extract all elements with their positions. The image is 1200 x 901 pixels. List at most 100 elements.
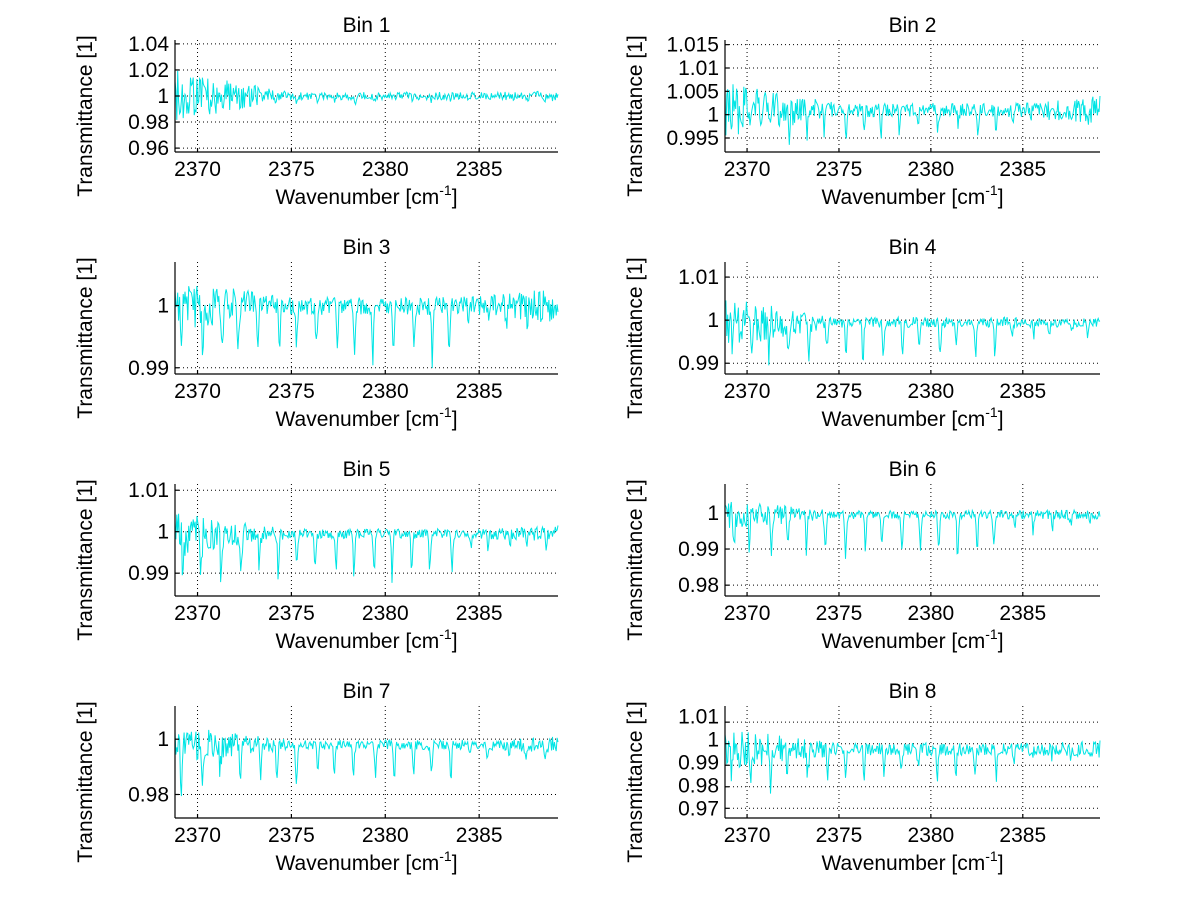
transmittance-line — [724, 300, 1101, 366]
y-tick-label: 0.98 — [678, 774, 719, 797]
y-tick-label: 0.99 — [128, 357, 169, 380]
x-tick-label: 2380 — [362, 158, 409, 181]
x-tick-label: 2370 — [724, 158, 771, 181]
y-tick-label: 1 — [707, 502, 719, 525]
y-axis-label: Transmittance [1] — [74, 257, 97, 418]
x-tick-label: 2380 — [362, 602, 409, 625]
transmittance-line — [174, 513, 559, 583]
x-axis-label: Wavenumber [cm-1] — [821, 404, 1003, 431]
subplot-title: Bin 5 — [343, 458, 391, 481]
x-axis-label: Wavenumber [cm-1] — [821, 626, 1003, 653]
subplot-title: Bin 8 — [889, 680, 937, 703]
subplot-6: Bin 6 2370 2375 2380 2385 0.98 0.99 1 Wavenumber… — [624, 458, 1101, 653]
y-axis-label: Transmittance [1] — [624, 35, 647, 196]
y-tick-label: 0.98 — [128, 783, 169, 806]
x-axis-label: Wavenumber [cm-1] — [275, 182, 457, 209]
transmittance-line — [724, 84, 1101, 145]
x-tick-label: 2370 — [174, 158, 221, 181]
y-tick-label: 0.99 — [678, 751, 719, 774]
subplot-title: Bin 6 — [889, 458, 937, 481]
y-tick-label: 1 — [707, 728, 719, 751]
y-tick-label: 1 — [157, 85, 169, 108]
subplot-title: Bin 3 — [343, 236, 391, 259]
y-tick-label: 1.01 — [678, 57, 719, 80]
x-axis-label: Wavenumber [cm-1] — [275, 404, 457, 431]
x-tick-label: 2375 — [268, 602, 315, 625]
x-tick-label: 2385 — [456, 824, 503, 847]
x-tick-label: 2380 — [908, 602, 955, 625]
subplot-title: Bin 4 — [889, 236, 937, 259]
x-tick-label: 2375 — [816, 602, 863, 625]
x-tick-label: 2375 — [268, 824, 315, 847]
y-tick-label: 1.01 — [678, 266, 719, 289]
x-tick-label: 2380 — [908, 380, 955, 403]
y-tick-label: 0.98 — [678, 574, 719, 597]
x-tick-label: 2385 — [999, 158, 1046, 181]
subplot-1: Bin 1 2370 2375 2380 2385 0.96 0.98 1 1.02 1.04 Wa… — [74, 14, 559, 209]
subplot-3: Bin 3 2370 2375 2380 2385 0.99 1 Wavenumber [cm… — [74, 236, 559, 431]
x-tick-label: 2370 — [174, 824, 221, 847]
x-tick-label: 2385 — [456, 602, 503, 625]
x-tick-label: 2370 — [724, 602, 771, 625]
y-axis-label: Transmittance [1] — [74, 701, 97, 862]
x-tick-label: 2375 — [268, 158, 315, 181]
x-tick-label: 2380 — [362, 824, 409, 847]
y-tick-label: 0.995 — [666, 127, 719, 150]
y-tick-label: 0.99 — [678, 352, 719, 375]
y-tick-label: 1.04 — [128, 33, 169, 56]
y-tick-label: 1.005 — [666, 80, 719, 103]
y-tick-label: 1.01 — [128, 479, 169, 502]
y-tick-label: 0.99 — [128, 562, 169, 585]
y-tick-label: 1 — [157, 295, 169, 318]
subplot-5: Bin 5 2370 2375 2380 2385 0.99 1 1.01 Wavenumber… — [74, 458, 559, 653]
transmittance-line — [724, 501, 1101, 559]
x-tick-label: 2385 — [999, 824, 1046, 847]
x-axis-label: Wavenumber [cm-1] — [275, 626, 457, 653]
y-tick-label: 1.01 — [678, 705, 719, 728]
y-tick-label: 1.02 — [128, 59, 169, 82]
x-axis-label: Wavenumber [cm-1] — [821, 182, 1003, 209]
y-axis-label: Transmittance [1] — [624, 257, 647, 418]
transmittance-line — [174, 286, 559, 369]
transmittance-line — [724, 731, 1101, 794]
y-tick-label: 0.98 — [128, 111, 169, 134]
x-tick-label: 2380 — [362, 380, 409, 403]
x-tick-label: 2385 — [999, 602, 1046, 625]
x-tick-label: 2375 — [268, 380, 315, 403]
x-tick-label: 2370 — [724, 824, 771, 847]
y-axis-label: Transmittance [1] — [74, 479, 97, 640]
y-axis-label: Transmittance [1] — [624, 701, 647, 862]
x-tick-label: 2385 — [456, 380, 503, 403]
x-tick-label: 2370 — [174, 380, 221, 403]
x-tick-label: 2370 — [724, 380, 771, 403]
x-axis-label: Wavenumber [cm-1] — [821, 848, 1003, 875]
y-tick-label: 0.96 — [128, 137, 169, 160]
transmittance-line — [174, 70, 559, 120]
x-tick-label: 2375 — [816, 158, 863, 181]
y-tick-label: 0.99 — [678, 538, 719, 561]
x-axis-label: Wavenumber [cm-1] — [275, 848, 457, 875]
y-tick-label: 0.97 — [678, 797, 719, 820]
x-tick-label: 2375 — [816, 824, 863, 847]
subplot-title: Bin 1 — [343, 14, 391, 37]
y-tick-label: 1 — [707, 309, 719, 332]
subplot-4: Bin 4 2370 2375 2380 2385 0.99 1 1.01 Wavenumber… — [624, 236, 1101, 431]
x-tick-label: 2385 — [999, 380, 1046, 403]
x-tick-label: 2375 — [816, 380, 863, 403]
y-axis-label: Transmittance [1] — [74, 35, 97, 196]
y-tick-label: 1 — [707, 104, 719, 127]
y-tick-label: 1 — [157, 728, 169, 751]
x-tick-label: 2385 — [456, 158, 503, 181]
x-tick-label: 2380 — [908, 824, 955, 847]
subplot-title: Bin 2 — [889, 14, 937, 37]
y-axis-label: Transmittance [1] — [624, 479, 647, 640]
x-tick-label: 2380 — [908, 158, 955, 181]
subplot-7: Bin 7 2370 2375 2380 2385 0.98 1 Wavenumber [cm… — [74, 680, 559, 875]
y-tick-label: 1 — [157, 521, 169, 544]
transmittance-line — [174, 729, 559, 797]
y-tick-label: 1.015 — [666, 34, 719, 57]
subplot-title: Bin 7 — [343, 680, 391, 703]
x-tick-label: 2370 — [174, 602, 221, 625]
